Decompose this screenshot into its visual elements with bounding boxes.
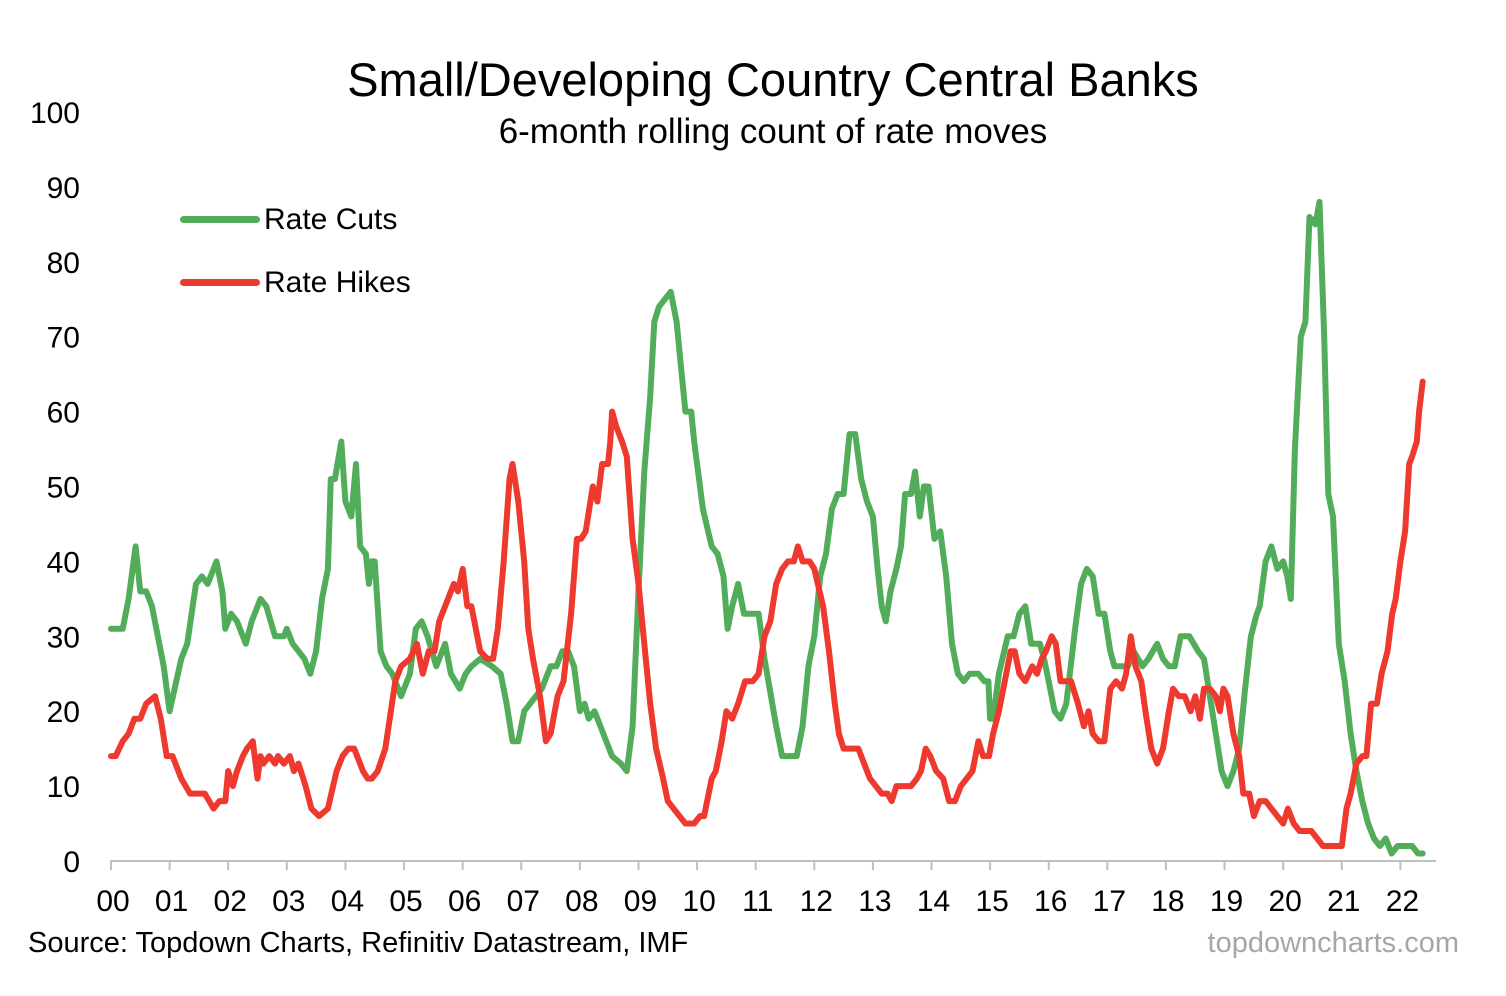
legend: Rate Cuts Rate Hikes bbox=[180, 188, 411, 314]
legend-label-rate-cuts: Rate Cuts bbox=[264, 202, 398, 236]
y-tick-label-20: 20 bbox=[47, 696, 80, 729]
x-tick-label-05: 05 bbox=[389, 885, 422, 918]
x-tick-label-09: 09 bbox=[624, 885, 657, 918]
series-lines bbox=[108, 198, 1426, 857]
y-tick-label-90: 90 bbox=[47, 172, 80, 205]
x-tick-label-11: 11 bbox=[742, 885, 773, 918]
x-tick-label-14: 14 bbox=[917, 885, 950, 918]
x-tick-label-17: 17 bbox=[1093, 885, 1126, 918]
y-tick-label-0: 0 bbox=[63, 846, 80, 879]
x-tick-label-13: 13 bbox=[858, 885, 891, 918]
x-tick-label-01: 01 bbox=[155, 885, 188, 918]
x-tick-label-04: 04 bbox=[331, 885, 364, 918]
x-tick-label-16: 16 bbox=[1034, 885, 1067, 918]
y-tick-label-10: 10 bbox=[47, 771, 80, 804]
y-tick-label-70: 70 bbox=[47, 322, 80, 355]
legend-item-rate-cuts: Rate Cuts bbox=[180, 188, 411, 251]
legend-swatch-rate-cuts bbox=[180, 216, 260, 223]
y-tick-label-100: 100 bbox=[30, 97, 80, 130]
chart-title: Small/Developing Country Central Banks bbox=[347, 53, 1199, 106]
y-tick-label-40: 40 bbox=[47, 546, 80, 579]
y-tick-label-80: 80 bbox=[47, 247, 80, 280]
y-tick-label-50: 50 bbox=[47, 472, 80, 505]
legend-item-rate-hikes: Rate Hikes bbox=[180, 251, 411, 314]
watermark: topdowncharts.com bbox=[1207, 927, 1459, 959]
y-axis-tick-labels: 0 10 20 30 40 50 60 70 80 90 100 bbox=[30, 97, 80, 879]
x-axis-ticks bbox=[110, 861, 1402, 870]
x-tick-label-20: 20 bbox=[1268, 885, 1301, 918]
x-tick-label-03: 03 bbox=[272, 885, 305, 918]
source-note: Source: Topdown Charts, Refinitiv Datast… bbox=[28, 927, 689, 959]
x-tick-label-00: 00 bbox=[96, 885, 129, 918]
x-tick-label-07: 07 bbox=[507, 885, 540, 918]
series-line-rate-cuts bbox=[108, 198, 1426, 857]
x-tick-label-15: 15 bbox=[975, 885, 1008, 918]
x-tick-label-18: 18 bbox=[1151, 885, 1184, 918]
x-tick-label-21: 21 bbox=[1327, 885, 1360, 918]
series-line-rate-hikes bbox=[108, 378, 1426, 849]
x-axis-tick-labels: 00 01 02 03 04 05 06 07 08 09 10 11 12 13 14 15 16 17 18 19… bbox=[96, 885, 1419, 918]
x-tick-label-06: 06 bbox=[448, 885, 481, 918]
legend-label-rate-hikes: Rate Hikes bbox=[264, 265, 411, 299]
x-tick-label-08: 08 bbox=[565, 885, 598, 918]
legend-swatch-rate-hikes bbox=[180, 279, 260, 286]
x-tick-label-02: 02 bbox=[214, 885, 247, 918]
chart-subtitle: 6-month rolling count of rate moves bbox=[498, 112, 1048, 151]
x-tick-label-22: 22 bbox=[1386, 885, 1419, 918]
x-tick-label-12: 12 bbox=[800, 885, 833, 918]
x-tick-label-19: 19 bbox=[1210, 885, 1243, 918]
y-tick-label-60: 60 bbox=[47, 397, 80, 430]
x-tick-label-10: 10 bbox=[682, 885, 715, 918]
y-tick-label-30: 30 bbox=[47, 621, 80, 654]
